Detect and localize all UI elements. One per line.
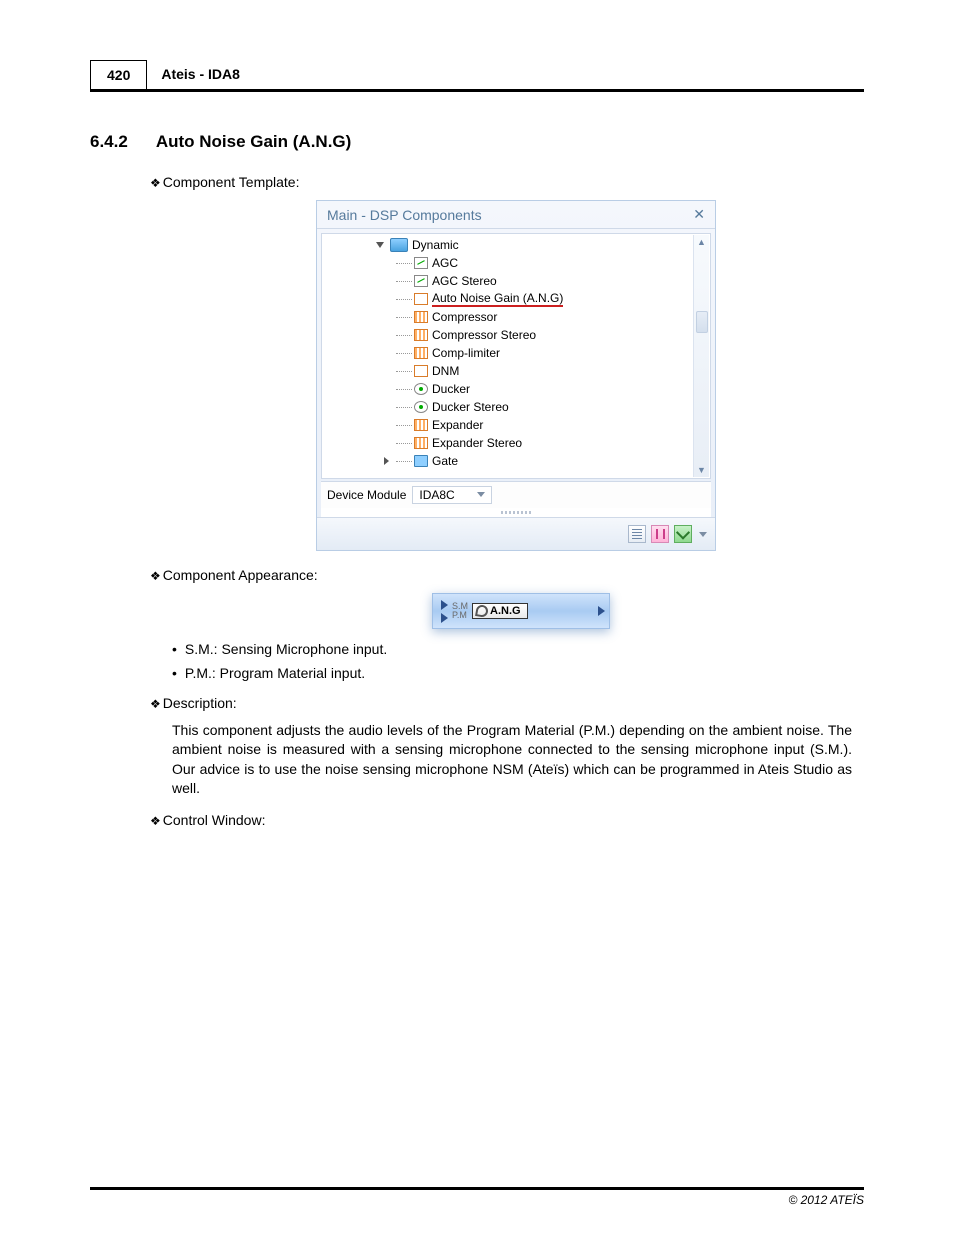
folder-icon	[390, 238, 408, 252]
tree-item-label: Compressor	[432, 310, 497, 324]
tree-root-dynamic[interactable]: Dynamic	[376, 238, 704, 252]
heading-component-appearance: Component Appearance:	[150, 567, 864, 583]
small-target-icon	[414, 383, 428, 395]
component-icon[interactable]	[651, 525, 669, 543]
tree-item[interactable]: Gate	[414, 452, 704, 470]
port-labels: S.M P.M	[452, 602, 468, 620]
tree-item[interactable]: Ducker	[414, 380, 704, 398]
section-title: Auto Noise Gain (A.N.G)	[156, 132, 352, 152]
device-module-value: IDA8C	[419, 488, 454, 502]
output-port-icon	[598, 606, 605, 616]
tree-item-label: Ducker	[432, 382, 470, 396]
description-text: This component adjusts the audio levels …	[172, 721, 852, 798]
confirm-icon[interactable]	[674, 525, 692, 543]
device-module-select[interactable]: IDA8C	[412, 486, 491, 504]
tree-item-label: DNM	[432, 364, 459, 378]
tree-item[interactable]: Compressor Stereo	[414, 326, 704, 344]
component-appearance-block: S.M P.M A.N.G	[432, 593, 610, 629]
orange-icon	[414, 437, 428, 449]
tree-item-label: AGC	[432, 256, 458, 270]
dsp-panel-title-bar: Main - DSP Components ✕	[317, 201, 715, 229]
tree-item[interactable]: Ducker Stereo	[414, 398, 704, 416]
tree-item[interactable]: Expander	[414, 416, 704, 434]
tree-item-label: Auto Noise Gain (A.N.G)	[432, 291, 563, 307]
page-footer: © 2012 ATEÏS	[90, 1187, 864, 1207]
gate-icon	[414, 455, 428, 467]
tree-root-label: Dynamic	[412, 238, 459, 252]
green-icon	[414, 275, 428, 287]
chevron-down-icon	[477, 492, 485, 497]
ring-icon	[475, 604, 489, 618]
device-module-row: Device Module IDA8C	[321, 481, 711, 508]
orange-icon	[414, 311, 428, 323]
heading-control-window: Control Window:	[150, 812, 864, 828]
page-header: 420 Ateis - IDA8	[90, 60, 864, 92]
tree-item-label: Ducker Stereo	[432, 400, 509, 414]
header-title: Ateis - IDA8	[147, 60, 254, 89]
dsp-components-panel: Main - DSP Components ✕ Dynamic AGC AGC S…	[316, 200, 716, 551]
dnm-icon	[414, 365, 428, 377]
device-module-label: Device Module	[327, 488, 406, 502]
tree-item[interactable]: AGC Stereo	[414, 272, 704, 290]
tree-item-label: Expander	[432, 418, 483, 432]
section-number: 6.4.2	[90, 132, 128, 152]
tree-item[interactable]: Auto Noise Gain (A.N.G)	[414, 290, 704, 308]
tree-item[interactable]: DNM	[414, 362, 704, 380]
tree-item-label: Gate	[432, 454, 458, 468]
heading-description: Description:	[150, 695, 864, 711]
tree-item[interactable]: Expander Stereo	[414, 434, 704, 452]
ang-label-box: A.N.G	[472, 603, 528, 619]
dsp-panel-title: Main - DSP Components	[327, 207, 482, 223]
orange-icon	[414, 419, 428, 431]
close-icon[interactable]: ✕	[693, 206, 705, 223]
tree-item-label: AGC Stereo	[432, 274, 497, 288]
small-target-icon	[414, 401, 428, 413]
ang-label: A.N.G	[490, 605, 521, 617]
scroll-thumb[interactable]	[696, 311, 708, 333]
tree-item-label: Expander Stereo	[432, 436, 522, 450]
expand-caret-icon[interactable]	[384, 457, 389, 465]
tree-item[interactable]: Compressor	[414, 308, 704, 326]
tree-item[interactable]: AGC	[414, 254, 704, 272]
scroll-up-icon[interactable]: ▲	[695, 235, 709, 249]
tree-item[interactable]: Comp-limiter	[414, 344, 704, 362]
copyright-text: © 2012 ATEÏS	[90, 1190, 864, 1207]
scrollbar[interactable]: ▲ ▼	[693, 235, 709, 477]
dsp-panel-footer	[317, 517, 715, 550]
chevron-down-icon[interactable]	[699, 532, 707, 537]
list-item: S.M.: Sensing Microphone input.	[172, 641, 864, 657]
expand-caret-icon[interactable]	[376, 242, 384, 248]
section-heading: 6.4.2 Auto Noise Gain (A.N.G)	[90, 132, 864, 152]
green-icon	[414, 257, 428, 269]
page-number: 420	[90, 60, 147, 89]
scroll-down-icon[interactable]: ▼	[695, 463, 709, 477]
panel-resize-grip[interactable]	[321, 508, 711, 517]
input-port-icon	[441, 600, 448, 610]
list-view-icon[interactable]	[628, 525, 646, 543]
orange-icon	[414, 347, 428, 359]
port-description-list: S.M.: Sensing Microphone input. P.M.: Pr…	[172, 641, 864, 681]
tree-item-label: Compressor Stereo	[432, 328, 536, 342]
tree-area: Dynamic AGC AGC Stereo Auto Noise Gain (A.…	[321, 233, 711, 479]
heading-component-template: Component Template:	[150, 174, 864, 190]
tree-item-label: Comp-limiter	[432, 346, 500, 360]
port-pm-label: P.M	[452, 611, 468, 620]
list-item: P.M.: Program Material input.	[172, 665, 864, 681]
orange-icon	[414, 329, 428, 341]
dnm-icon	[414, 293, 428, 305]
input-port-icon	[441, 613, 448, 623]
